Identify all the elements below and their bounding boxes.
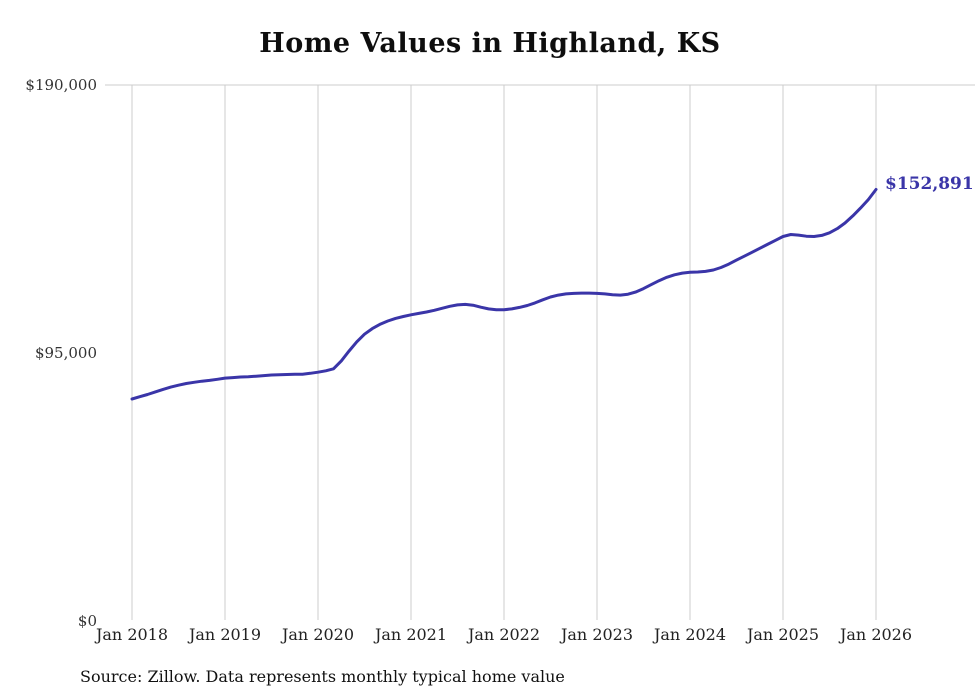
x-axis-tick-label: Jan 2024 (653, 625, 727, 644)
x-axis-tick-label: Jan 2021 (374, 625, 448, 644)
x-axis-tick-label: Jan 2025 (746, 625, 820, 644)
chart-title: Home Values in Highland, KS (259, 28, 721, 59)
y-axis-tick-label: $95,000 (34, 344, 97, 362)
source-note: Source: Zillow. Data represents monthly … (80, 667, 565, 686)
y-axis-tick-label: $190,000 (25, 76, 97, 94)
x-axis-tick-label: Jan 2018 (95, 625, 169, 644)
x-axis-tick-label: Jan 2022 (467, 625, 541, 644)
latest-value-label: $152,891 (885, 174, 974, 194)
x-axis-tick-label: Jan 2020 (281, 625, 355, 644)
x-axis-tick-label: Jan 2019 (188, 625, 262, 644)
x-axis-tick-label: Jan 2026 (839, 625, 913, 644)
x-axis-tick-label: Jan 2023 (560, 625, 634, 644)
y-axis-tick-label: $0 (77, 612, 97, 630)
